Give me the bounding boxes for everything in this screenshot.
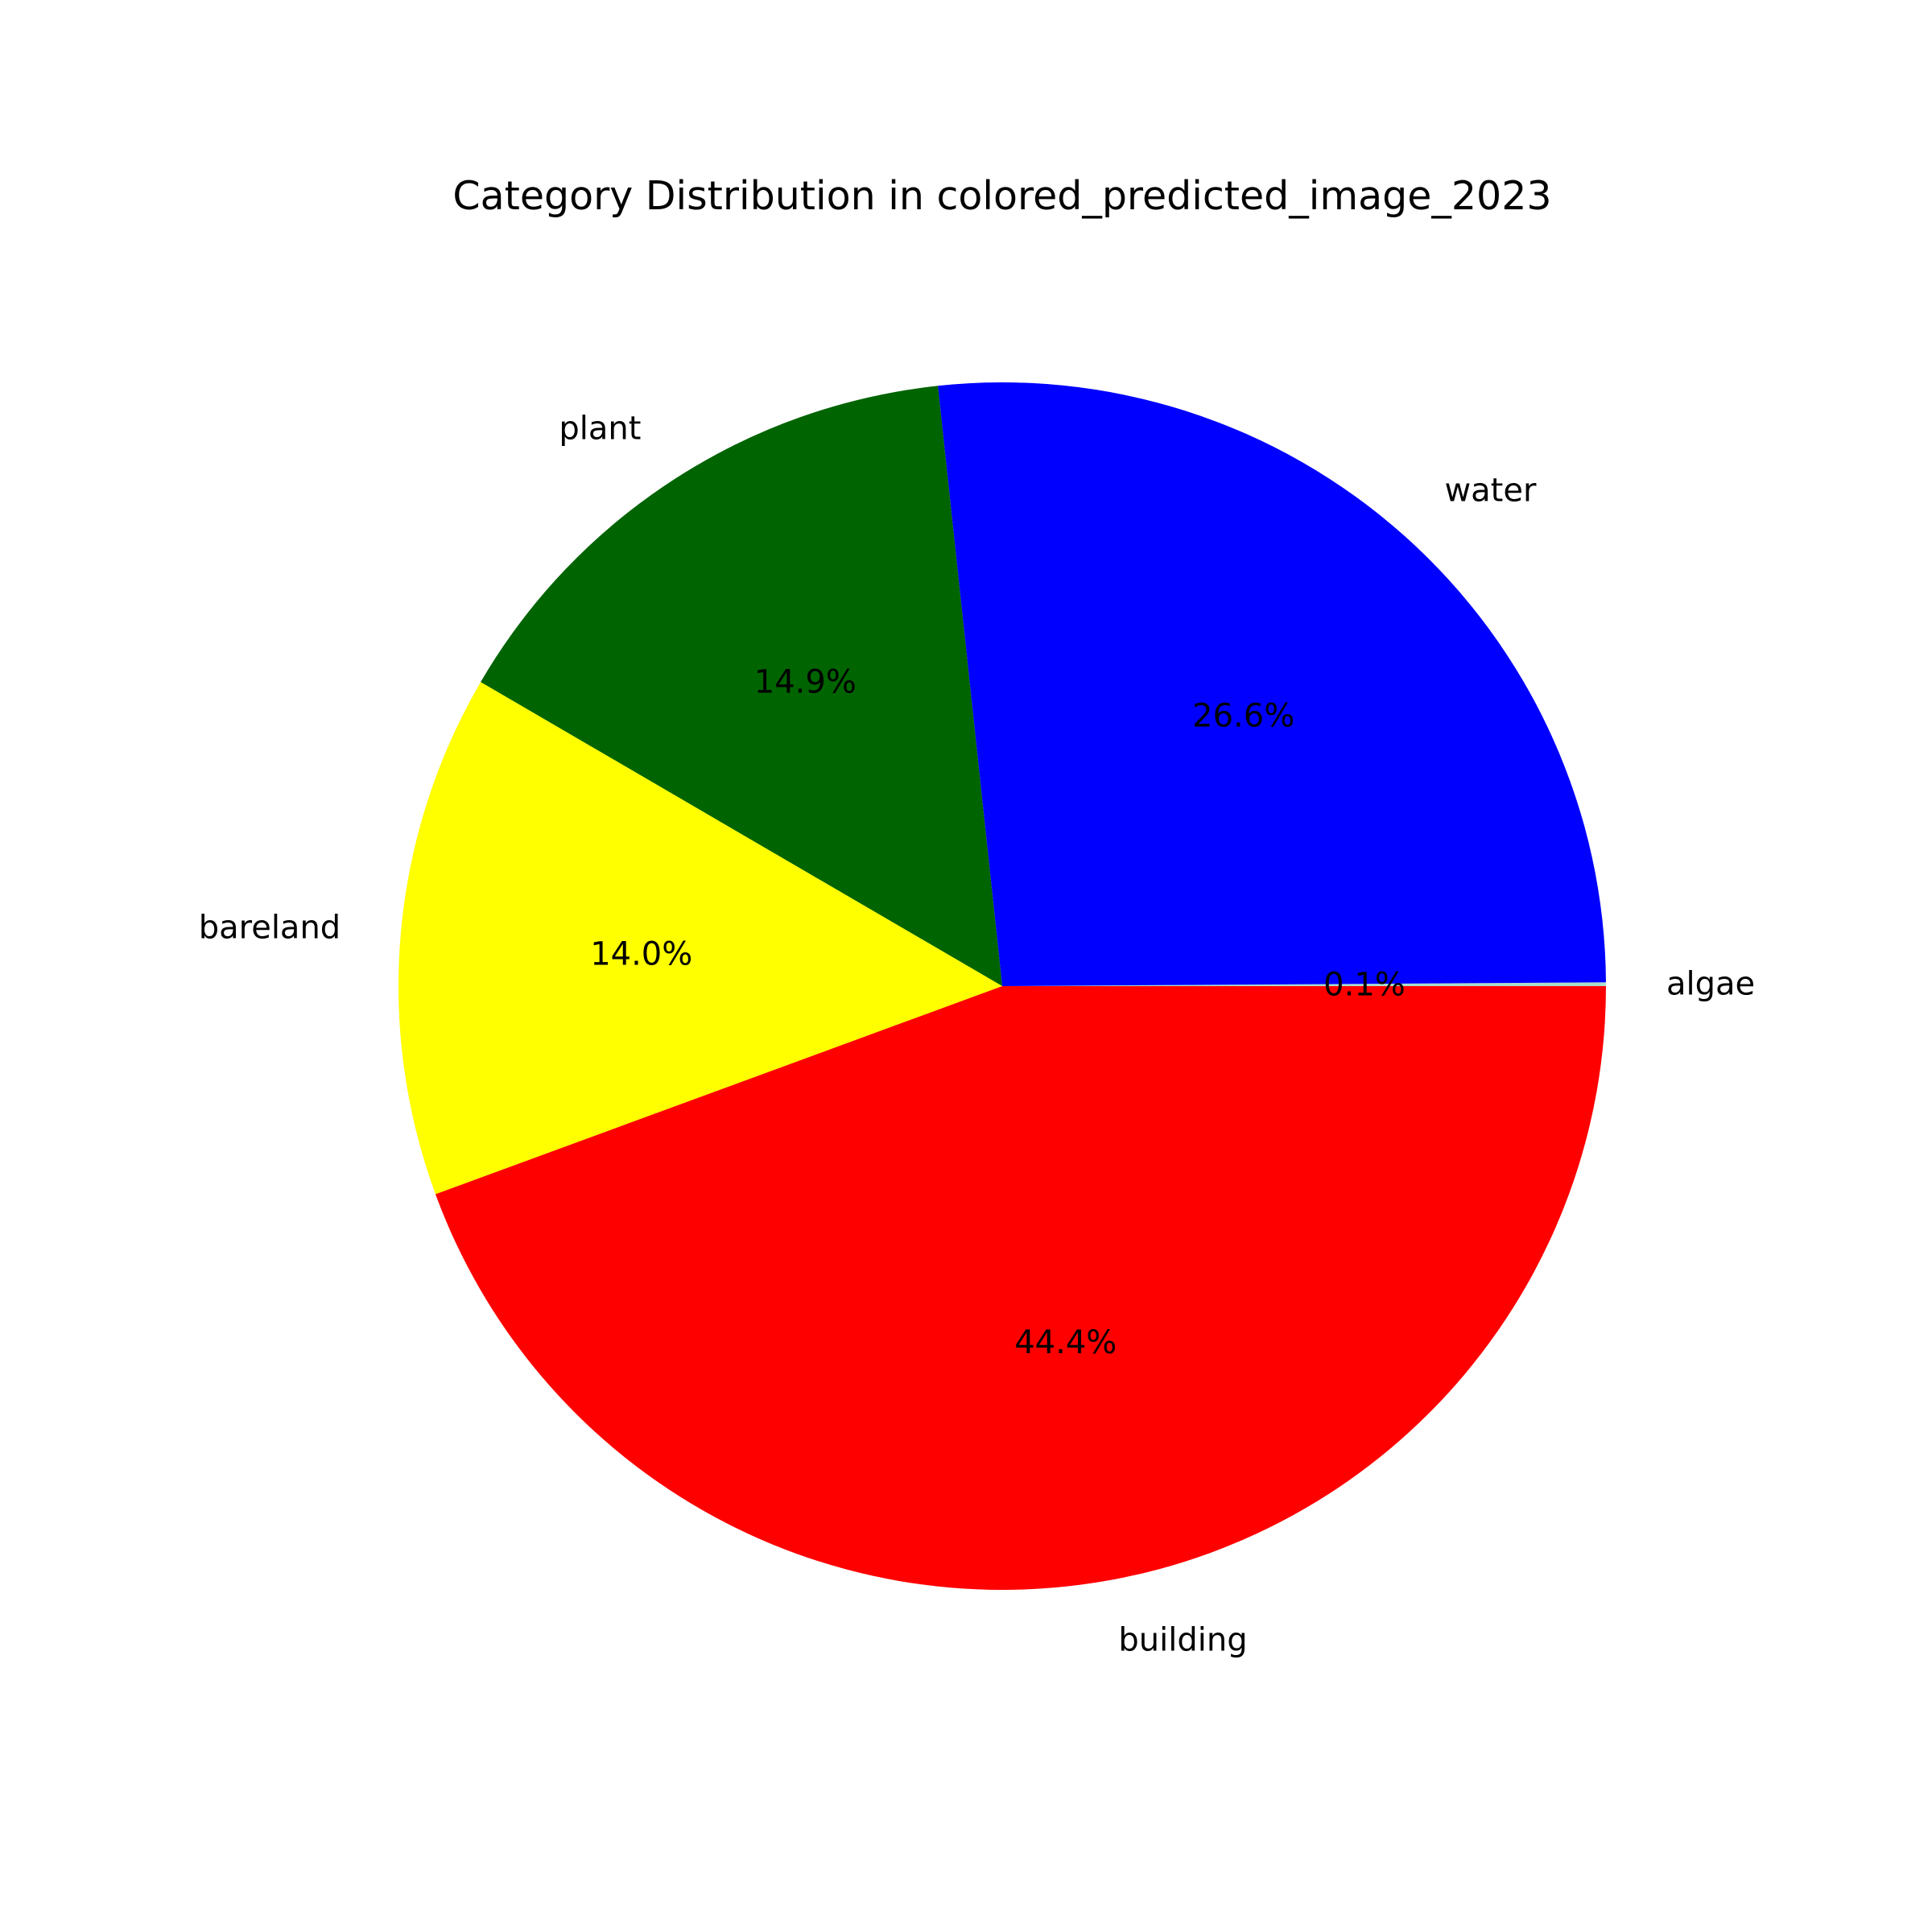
pie-slice-bareland (398, 682, 1002, 1195)
slices-layer (398, 382, 1607, 1591)
slice-label-water: water (1444, 473, 1537, 510)
slice-label-bareland: bareland (199, 910, 341, 947)
pie-slice-building (435, 986, 1607, 1591)
slice-label-algae: algae (1666, 965, 1755, 1002)
pct-label-algae: 0.1% (1323, 967, 1406, 1004)
pie-slice-plant (481, 386, 1002, 986)
pct-label-building: 44.4% (1014, 1324, 1117, 1361)
slice-label-building: building (1118, 1621, 1247, 1658)
pct-label-water: 26.6% (1192, 697, 1294, 734)
chart-title: Category Distribution in colored_predict… (452, 173, 1552, 219)
pie-slice-water (938, 382, 1606, 986)
pie-slice-algae (1002, 982, 1606, 986)
slice-label-plant: plant (559, 411, 641, 448)
labels-layer: algae 0.1% water 26.6% plant 14.9% bareland 14.… (199, 411, 1755, 1659)
pct-label-plant: 14.9% (754, 663, 857, 700)
pct-label-bareland: 14.0% (590, 935, 692, 972)
